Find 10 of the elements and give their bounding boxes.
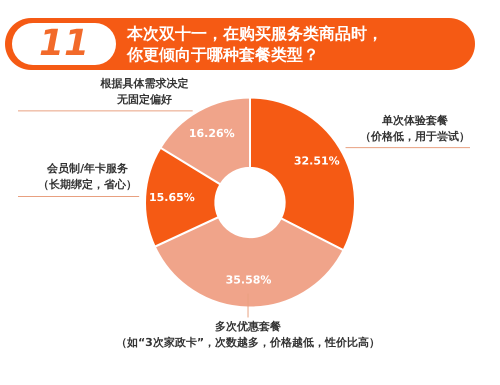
slice-label: 根据具体需求决定无固定偏好 [99, 76, 190, 108]
data-label: 15.65% [148, 190, 195, 204]
slice-label: 多次优惠套餐（如“3次家政卡”，次数越多，价格越低，性价比高） [116, 319, 380, 352]
data-label: 35.58% [226, 274, 272, 287]
chart-title: 本次双十一，在购买服务类商品时，你更倾向于哪种套餐类型？ [127, 23, 384, 65]
slice-label: 会员制/年卡服务（长期绑定，省心） [38, 161, 138, 194]
data-label: 32.51% [294, 154, 340, 168]
slice-label: 单次体验套餐（价格低，用于尝试） [360, 112, 470, 145]
text: 11 [38, 23, 90, 64]
data-label: 16.26% [188, 127, 235, 140]
